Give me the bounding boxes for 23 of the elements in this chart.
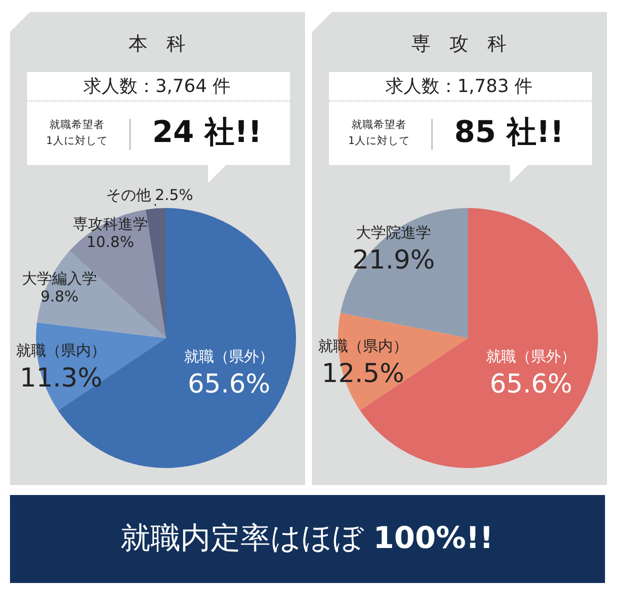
data-label: 65.6% [490, 370, 572, 400]
text: 1人に対して [348, 134, 410, 147]
chart-title: 専 攻 科 [412, 33, 506, 56]
slice-label: その他 [106, 186, 151, 204]
text: 85 社!! [454, 115, 564, 150]
text: 求人数：3,764 件 [83, 76, 231, 97]
data-label: 65.6% [188, 370, 270, 400]
slice-label: 就職（県外） [184, 348, 274, 366]
slice-label: 専攻科進学 [72, 215, 148, 234]
text: 24 社!! [152, 115, 262, 150]
text: 1人に対して [46, 134, 108, 147]
slice-label: 大学編入学 [22, 270, 98, 288]
slice-label: 大学院進学 [356, 224, 432, 242]
text: 就職希望者 [352, 118, 406, 131]
data-label: 9.8% [40, 288, 79, 306]
data-label: 21.9% [352, 246, 436, 276]
text: 就職内定率はほぼ 100%!! [120, 521, 494, 556]
text: 就職希望者 [50, 118, 104, 131]
text: 求人数：1,783 件 [385, 76, 533, 97]
data-label: 2.5% [154, 186, 194, 204]
chart-title: 本 科 [128, 33, 186, 56]
slice-label: 就職（県外） [486, 348, 576, 366]
data-label: 10.8% [86, 233, 134, 252]
